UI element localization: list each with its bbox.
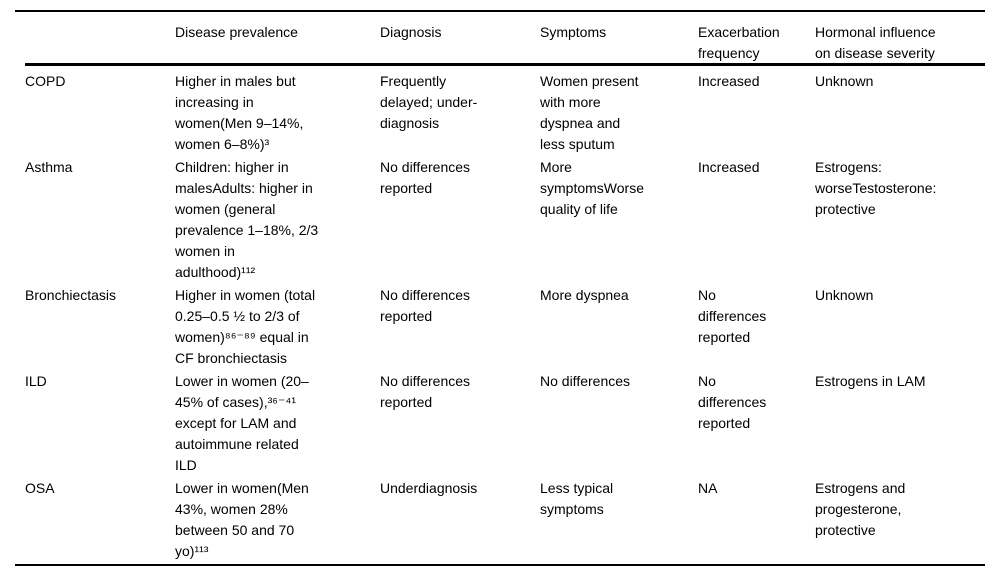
cell-hormonal: Estrogens: worseTestosterone: protective [815,159,937,217]
table-row-bronchiectasis: Bronchiectasis Higher in women (total 0.… [25,285,985,371]
cell-disease-name: ILD [25,373,47,389]
table-row-ild: ILD Lower in women (20– 45% of cases),³⁶… [25,371,985,478]
cell-diagnosis: Underdiagnosis [380,480,478,496]
table-body: COPD Higher in males but increasing in w… [25,66,985,564]
cell-exacerbation: Increased [698,159,760,175]
cell-symptoms: Women present with more dyspnea and less… [540,73,639,152]
table-row-copd: COPD Higher in males but increasing in w… [25,71,985,157]
cell-symptoms: More symptomsWorse quality of life [540,159,644,217]
cell-prevalence: Higher in women (total 0.25–0.5 ½ to 2/3… [175,287,316,366]
cell-exacerbation: NA [698,480,718,496]
cell-prevalence: Children: higher in malesAdults: higher … [175,159,319,280]
cell-prevalence: Higher in males but increasing in women(… [175,73,304,152]
column-header-disease-prevalence: Disease prevalence [175,24,298,40]
cell-hormonal: Unknown [815,287,874,303]
cell-exacerbation: Increased [698,73,760,89]
cell-disease-name: Bronchiectasis [25,287,117,303]
cell-disease-name: COPD [25,73,66,89]
column-header-disease [25,22,175,63]
cell-symptoms: More dyspnea [540,287,629,303]
cell-hormonal: Estrogens in LAM [815,373,926,389]
cell-disease-name: OSA [25,480,55,496]
column-header-exacerbation-frequency: Exacerbation frequency [698,24,780,61]
table-row-asthma: Asthma Children: higher in malesAdults: … [25,157,985,285]
cell-diagnosis: Frequently delayed; under- diagnosis [380,73,478,131]
cell-prevalence: Lower in women (20– 45% of cases),³⁶⁻⁴¹ … [175,373,309,473]
cell-prevalence: Lower in women(Men 43%, women 28% betwee… [175,480,309,559]
cell-symptoms: Less typical symptoms [540,480,614,517]
column-header-hormonal-influence: Hormonal influence on disease severity [815,24,936,61]
cell-diagnosis: No differences reported [380,287,471,324]
table-header-row: Disease prevalence Diagnosis Symptoms Ex… [25,12,985,66]
cell-diagnosis: No differences reported [380,159,471,196]
cell-diagnosis: No differences reported [380,373,471,410]
table-row-osa: OSA Lower in women(Men 43%, women 28% be… [25,478,985,564]
sex-differences-respiratory-disease-table: Disease prevalence Diagnosis Symptoms Ex… [15,10,985,566]
cell-hormonal: Estrogens and progesterone, protective [815,480,906,538]
column-header-symptoms: Symptoms [540,24,607,40]
cell-hormonal: Unknown [815,73,874,89]
column-header-diagnosis: Diagnosis [380,24,442,40]
cell-exacerbation: No differences reported [698,373,767,431]
cell-disease-name: Asthma [25,159,73,175]
cell-symptoms: No differences [540,373,631,389]
cell-exacerbation: No differences reported [698,287,767,345]
